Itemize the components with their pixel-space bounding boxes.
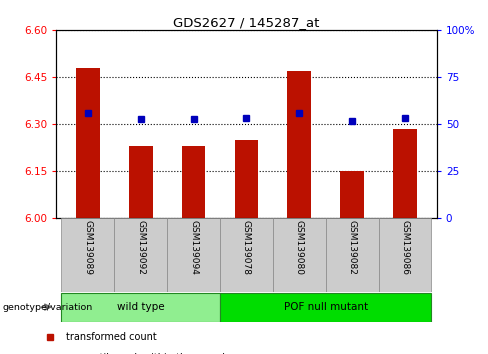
Bar	[114, 218, 167, 292]
Text: GSM139089: GSM139089	[83, 220, 92, 275]
Bar	[76, 68, 100, 218]
Text: genotype/variation: genotype/variation	[2, 303, 93, 312]
Bar	[235, 139, 258, 218]
Text: GSM139092: GSM139092	[136, 220, 145, 275]
Bar	[220, 218, 273, 292]
Bar	[182, 146, 205, 218]
Text: transformed count: transformed count	[66, 332, 157, 342]
Bar	[61, 293, 220, 321]
Title: GDS2627 / 145287_at: GDS2627 / 145287_at	[173, 16, 320, 29]
Bar	[379, 218, 431, 292]
Text: percentile rank within the sample: percentile rank within the sample	[66, 353, 231, 354]
Bar	[61, 218, 114, 292]
Text: POF null mutant: POF null mutant	[284, 302, 368, 312]
Bar	[273, 218, 326, 292]
Bar	[340, 171, 364, 218]
Bar	[167, 218, 220, 292]
Bar	[393, 129, 417, 218]
Bar	[287, 71, 311, 218]
Bar	[220, 293, 431, 321]
Text: GSM139078: GSM139078	[242, 220, 251, 275]
Text: GSM139080: GSM139080	[295, 220, 304, 275]
Text: wild type: wild type	[117, 302, 164, 312]
Text: GSM139082: GSM139082	[347, 220, 357, 275]
Bar	[129, 146, 153, 218]
Text: GSM139094: GSM139094	[189, 220, 198, 275]
Bar	[326, 218, 379, 292]
Text: GSM139086: GSM139086	[401, 220, 409, 275]
